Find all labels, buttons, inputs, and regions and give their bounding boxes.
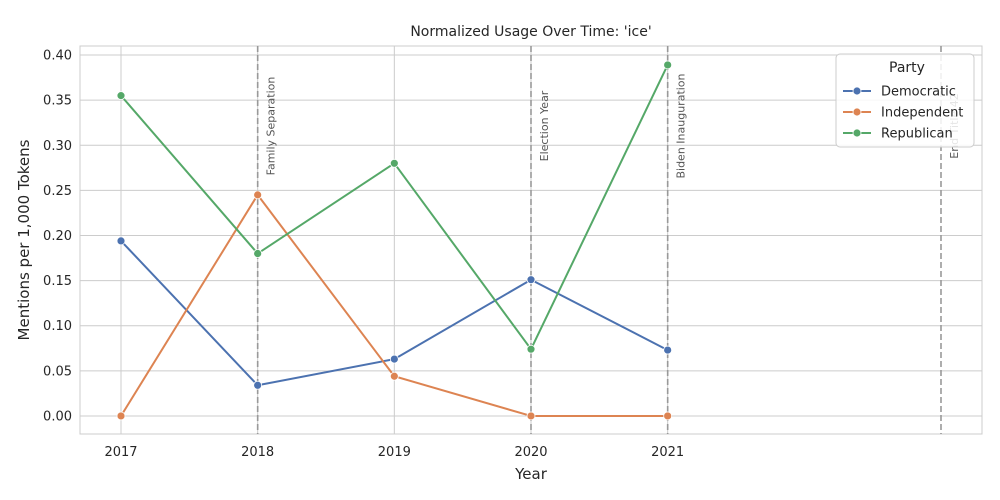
data-point xyxy=(116,91,126,101)
legend: Party Democratic Independent Republican xyxy=(835,53,975,148)
x-tick-label: 2021 xyxy=(651,445,684,460)
series xyxy=(116,60,673,421)
x-tick-label: 2020 xyxy=(514,445,547,460)
data-point xyxy=(526,275,536,285)
y-tick-label: 0.15 xyxy=(43,274,72,289)
legend-swatch-marker xyxy=(852,107,862,117)
data-point xyxy=(253,190,263,200)
data-point xyxy=(389,371,399,381)
legend-swatch-marker xyxy=(852,86,862,96)
data-point xyxy=(389,354,399,364)
data-point xyxy=(663,345,673,355)
data-point xyxy=(116,411,126,421)
x-tick-label: 2019 xyxy=(378,445,411,460)
y-tick-label: 0.05 xyxy=(43,364,72,379)
data-point xyxy=(116,236,126,246)
data-point xyxy=(526,411,536,421)
legend-box xyxy=(835,53,975,148)
x-tick-label: 2018 xyxy=(241,445,274,460)
data-point xyxy=(663,411,673,421)
y-tick-label: 0.25 xyxy=(43,184,72,199)
chart-title: Normalized Usage Over Time: 'ice' xyxy=(410,24,651,40)
x-axis-label: Year xyxy=(514,465,548,483)
data-point xyxy=(526,344,536,354)
data-point xyxy=(663,60,673,70)
event-label: Biden Inauguration xyxy=(675,73,688,178)
y-tick-label: 0.35 xyxy=(43,94,72,109)
legend-entry: Republican xyxy=(881,127,953,142)
y-tick-label: 0.20 xyxy=(43,229,72,244)
y-axis-label: Mentions per 1,000 Tokens xyxy=(15,139,33,340)
y-tick-label: 0.40 xyxy=(43,49,72,64)
event-label: Family Separation xyxy=(265,77,278,176)
x-tick-label: 2017 xyxy=(104,445,137,460)
legend-entry: Independent xyxy=(881,106,963,121)
legend-title: Party xyxy=(889,60,925,76)
data-point xyxy=(253,380,263,390)
y-tick-label: 0.10 xyxy=(43,319,72,334)
data-point xyxy=(389,158,399,168)
y-tick-label: 0.00 xyxy=(43,409,72,424)
axes: 0.00 0.05 0.10 0.15 0.20 0.25 0.30 0.35 0.40 2017… xyxy=(43,49,684,460)
y-tick-label: 0.30 xyxy=(43,139,72,154)
event-label: Election Year xyxy=(538,90,551,161)
legend-entry: Democratic xyxy=(881,85,956,100)
data-point xyxy=(253,249,263,258)
legend-swatch-marker xyxy=(852,128,862,138)
